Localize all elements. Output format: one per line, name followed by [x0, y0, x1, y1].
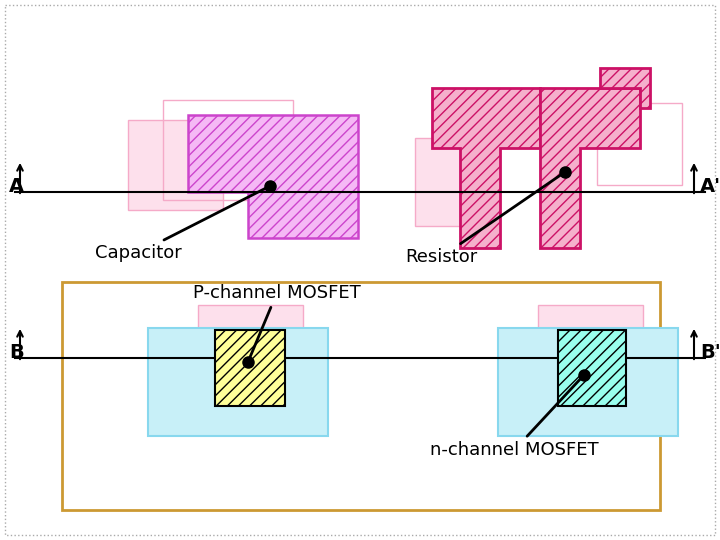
Bar	[148, 328, 328, 436]
Text: n-channel MOSFET: n-channel MOSFET	[430, 377, 598, 459]
Text: B: B	[9, 342, 24, 361]
Bar	[163, 100, 293, 200]
Text: A': A'	[700, 177, 720, 195]
Bar	[128, 120, 223, 210]
Text: Resistor: Resistor	[405, 173, 563, 266]
Polygon shape	[188, 115, 358, 238]
Bar	[62, 282, 660, 510]
Text: B': B'	[700, 342, 720, 361]
Polygon shape	[600, 68, 650, 108]
Text: P-channel MOSFET: P-channel MOSFET	[193, 284, 361, 360]
Bar	[215, 330, 285, 406]
Polygon shape	[540, 88, 640, 248]
Bar	[558, 330, 626, 406]
Bar	[198, 305, 303, 417]
Text: Capacitor: Capacitor	[95, 187, 268, 262]
Bar	[415, 138, 493, 226]
Polygon shape	[432, 88, 540, 248]
Bar	[597, 103, 682, 185]
Bar	[498, 328, 678, 436]
Bar	[538, 305, 643, 417]
Text: A: A	[9, 177, 24, 195]
